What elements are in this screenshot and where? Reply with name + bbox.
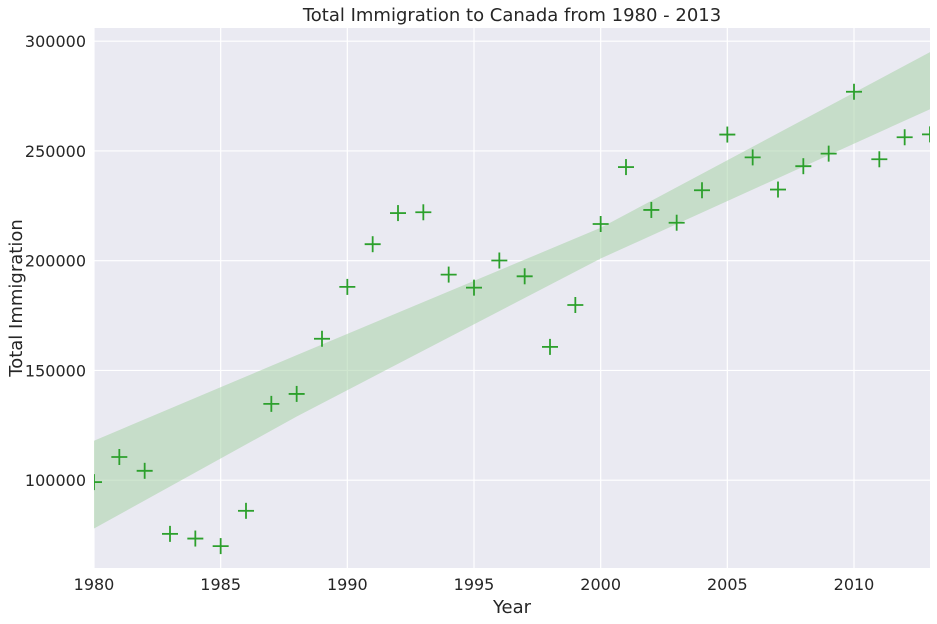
x-gridlines: [93, 28, 855, 568]
data-point: [212, 538, 229, 555]
x-tick-label: 1980: [74, 575, 115, 594]
data-point: [314, 330, 330, 347]
data-point: [795, 158, 812, 175]
data-point: [542, 338, 558, 355]
data-point: [592, 215, 609, 232]
data-point: [567, 296, 584, 313]
data-point: [618, 159, 634, 176]
data-point: [364, 236, 381, 253]
data-point: [288, 385, 305, 402]
data-point: [491, 252, 508, 269]
data-point: [846, 83, 862, 100]
x-axis-label: Year: [492, 597, 532, 618]
data-point: [896, 129, 913, 146]
data-point: [390, 205, 406, 222]
data-point: [136, 462, 153, 479]
data-points: [94, 83, 930, 555]
x-tick-label: 1985: [200, 575, 241, 594]
x-tick-labels: 1980 1985 1990 1995 2000 2005 2010: [74, 575, 875, 594]
regression-confidence-band: [94, 52, 930, 529]
x-tick-label: 1990: [327, 575, 368, 594]
data-point: [466, 279, 482, 296]
data-point: [770, 181, 786, 198]
x-tick-label: 1995: [454, 575, 495, 594]
data-point: [744, 149, 761, 166]
data-point: [187, 530, 204, 547]
data-point: [415, 204, 432, 221]
data-point: [643, 201, 660, 218]
data-point: [719, 126, 736, 143]
data-point: [263, 395, 280, 412]
data-point: [668, 214, 685, 231]
data-point: [820, 145, 837, 162]
data-point: [516, 268, 533, 285]
data-point: [871, 151, 888, 168]
data-point: [238, 502, 254, 519]
y-tick-label: 150000: [25, 361, 86, 380]
data-point: [922, 126, 930, 143]
chart-title: Total Immigration to Canada from 1980 - …: [302, 5, 721, 26]
x-tick-label: 2000: [580, 575, 621, 594]
y-tick-label: 100000: [25, 471, 86, 490]
y-tick-label: 250000: [25, 142, 86, 161]
data-point: [162, 525, 178, 542]
data-point: [111, 449, 128, 466]
y-tick-labels: 100000 150000 200000 250000 300000: [25, 32, 86, 490]
data-point: [694, 182, 710, 199]
y-axis-label: Total Immigration: [6, 219, 27, 377]
x-tick-label: 2005: [707, 575, 748, 594]
data-point: [440, 266, 457, 283]
data-point: [94, 474, 102, 491]
y-tick-label: 200000: [25, 252, 86, 271]
x-tick-label: 2010: [834, 575, 875, 594]
data-point: [339, 278, 356, 295]
y-tick-label: 300000: [25, 32, 86, 51]
